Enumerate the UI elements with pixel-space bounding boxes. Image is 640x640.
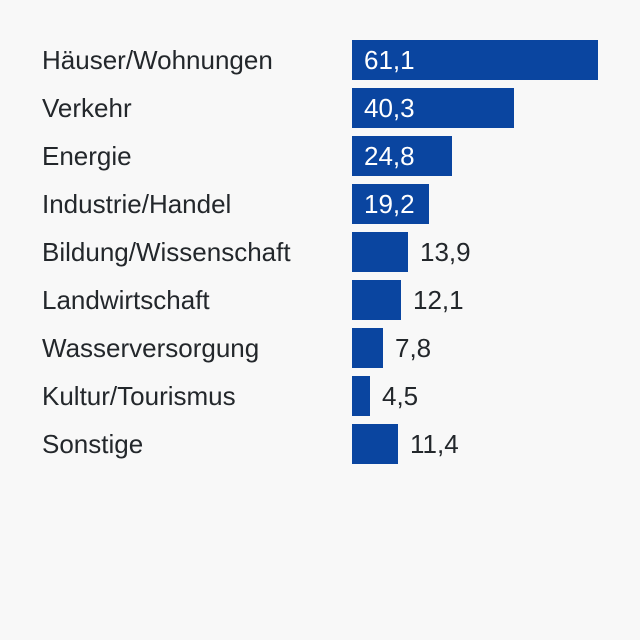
category-label-bildung-wissenschaft: Bildung/Wissenschaft: [42, 237, 291, 267]
value-label-sonstige: 11,4: [410, 429, 459, 459]
bar-verkehr: [352, 88, 514, 128]
category-label-industrie-handel: Industrie/Handel: [42, 189, 231, 219]
category-label-verkehr: Verkehr: [42, 93, 132, 123]
category-label-energie: Energie: [42, 141, 132, 171]
bar-landwirtschaft: [352, 280, 401, 320]
value-label-bildung-wissenschaft: 13,9: [420, 237, 471, 267]
category-label-sonstige: Sonstige: [42, 429, 143, 459]
bar-wasserversorgung: [352, 328, 383, 368]
bar-bildung-wissenschaft: [352, 232, 408, 272]
value-label-haeuser-wohnungen: 61,1: [364, 45, 415, 75]
value-label-energie: 24,8: [364, 141, 415, 171]
value-label-industrie-handel: 19,2: [364, 189, 415, 219]
category-label-kultur-tourismus: Kultur/Tourismus: [42, 381, 236, 411]
value-label-kultur-tourismus: 4,5: [382, 381, 418, 411]
category-label-landwirtschaft: Landwirtschaft: [42, 285, 210, 315]
category-labels: Häuser/Wohnungen Verkehr Energie Industrie/…: [42, 45, 291, 459]
value-label-verkehr: 40,3: [364, 93, 415, 123]
bar-kultur-tourismus: [352, 376, 370, 416]
category-label-haeuser-wohnungen: Häuser/Wohnungen: [42, 45, 273, 75]
bar-industrie-handel: [352, 184, 429, 224]
category-label-wasserversorgung: Wasserversorgung: [42, 333, 259, 363]
bar-haeuser-wohnungen: [352, 40, 598, 80]
value-label-landwirtschaft: 12,1: [413, 285, 464, 315]
bar-sonstige: [352, 424, 398, 464]
bar-energie: [352, 136, 452, 176]
value-labels: 61,1 40,3 24,8 19,213,9 12,1 7,8 4,5 11,4: [364, 45, 471, 459]
value-label-wasserversorgung: 7,8: [395, 333, 431, 363]
bars: [352, 40, 598, 464]
